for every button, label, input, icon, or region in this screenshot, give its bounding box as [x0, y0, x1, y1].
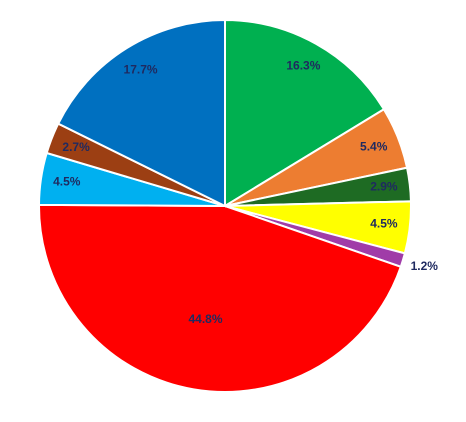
- data-label: 2.7%: [62, 140, 90, 154]
- data-label: 4.5%: [53, 175, 81, 189]
- data-label: 44.8%: [189, 312, 223, 326]
- pie-slice: [38, 203, 403, 393]
- pie-slice: [224, 18, 386, 208]
- data-label: 16.3%: [286, 59, 320, 73]
- data-label: 2.9%: [370, 180, 398, 194]
- data-label: 17.7%: [124, 62, 158, 76]
- data-label: 5.4%: [360, 139, 388, 153]
- pie-slice: [56, 18, 226, 208]
- data-label: 1.2%: [411, 259, 439, 273]
- data-label: 4.5%: [370, 217, 398, 231]
